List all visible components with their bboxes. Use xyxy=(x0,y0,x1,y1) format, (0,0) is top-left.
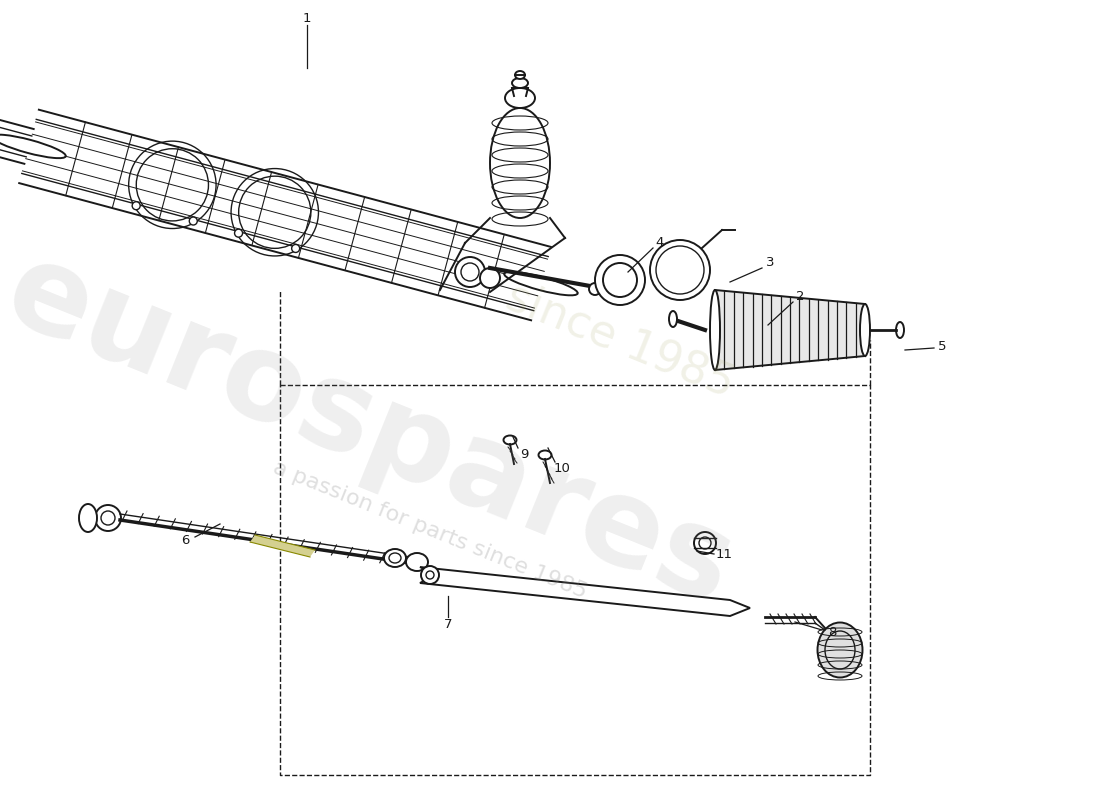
Ellipse shape xyxy=(0,134,66,158)
Ellipse shape xyxy=(384,549,406,567)
Ellipse shape xyxy=(95,505,121,531)
Text: 5: 5 xyxy=(937,339,946,353)
Ellipse shape xyxy=(505,88,535,108)
Text: 4: 4 xyxy=(656,235,664,249)
Ellipse shape xyxy=(817,622,862,678)
Polygon shape xyxy=(420,567,750,616)
Ellipse shape xyxy=(515,71,525,79)
Ellipse shape xyxy=(490,108,550,218)
Ellipse shape xyxy=(650,240,710,300)
Ellipse shape xyxy=(101,511,116,525)
Ellipse shape xyxy=(603,263,637,297)
Text: eurospares: eurospares xyxy=(0,231,750,629)
Ellipse shape xyxy=(504,435,517,445)
Ellipse shape xyxy=(426,571,434,579)
Text: since 1985: since 1985 xyxy=(499,274,740,406)
Ellipse shape xyxy=(860,304,870,356)
Ellipse shape xyxy=(698,537,711,549)
Ellipse shape xyxy=(79,504,97,532)
Text: 8: 8 xyxy=(828,626,836,638)
Text: 3: 3 xyxy=(766,255,774,269)
Ellipse shape xyxy=(539,450,551,459)
Text: 11: 11 xyxy=(715,547,733,561)
Ellipse shape xyxy=(896,322,904,338)
Polygon shape xyxy=(715,290,865,370)
Ellipse shape xyxy=(234,229,243,237)
Ellipse shape xyxy=(132,202,140,210)
Text: 1: 1 xyxy=(302,11,311,25)
Ellipse shape xyxy=(710,290,720,370)
Ellipse shape xyxy=(595,255,645,305)
Ellipse shape xyxy=(461,263,478,281)
Ellipse shape xyxy=(189,217,197,225)
Ellipse shape xyxy=(455,257,485,287)
Text: 7: 7 xyxy=(443,618,452,630)
Ellipse shape xyxy=(421,566,439,584)
Ellipse shape xyxy=(512,78,528,88)
Ellipse shape xyxy=(694,532,716,554)
Text: 2: 2 xyxy=(795,290,804,302)
Ellipse shape xyxy=(292,245,299,253)
Ellipse shape xyxy=(406,553,428,571)
Ellipse shape xyxy=(656,246,704,294)
Text: a passion for parts since 1985: a passion for parts since 1985 xyxy=(271,458,590,602)
Polygon shape xyxy=(19,110,551,320)
Text: 10: 10 xyxy=(553,462,571,474)
Text: 9: 9 xyxy=(520,447,528,461)
Text: 6: 6 xyxy=(180,534,189,546)
Ellipse shape xyxy=(669,311,676,327)
Ellipse shape xyxy=(389,553,402,563)
Ellipse shape xyxy=(588,283,601,295)
Ellipse shape xyxy=(480,268,501,288)
Ellipse shape xyxy=(504,272,578,295)
Polygon shape xyxy=(250,535,315,557)
